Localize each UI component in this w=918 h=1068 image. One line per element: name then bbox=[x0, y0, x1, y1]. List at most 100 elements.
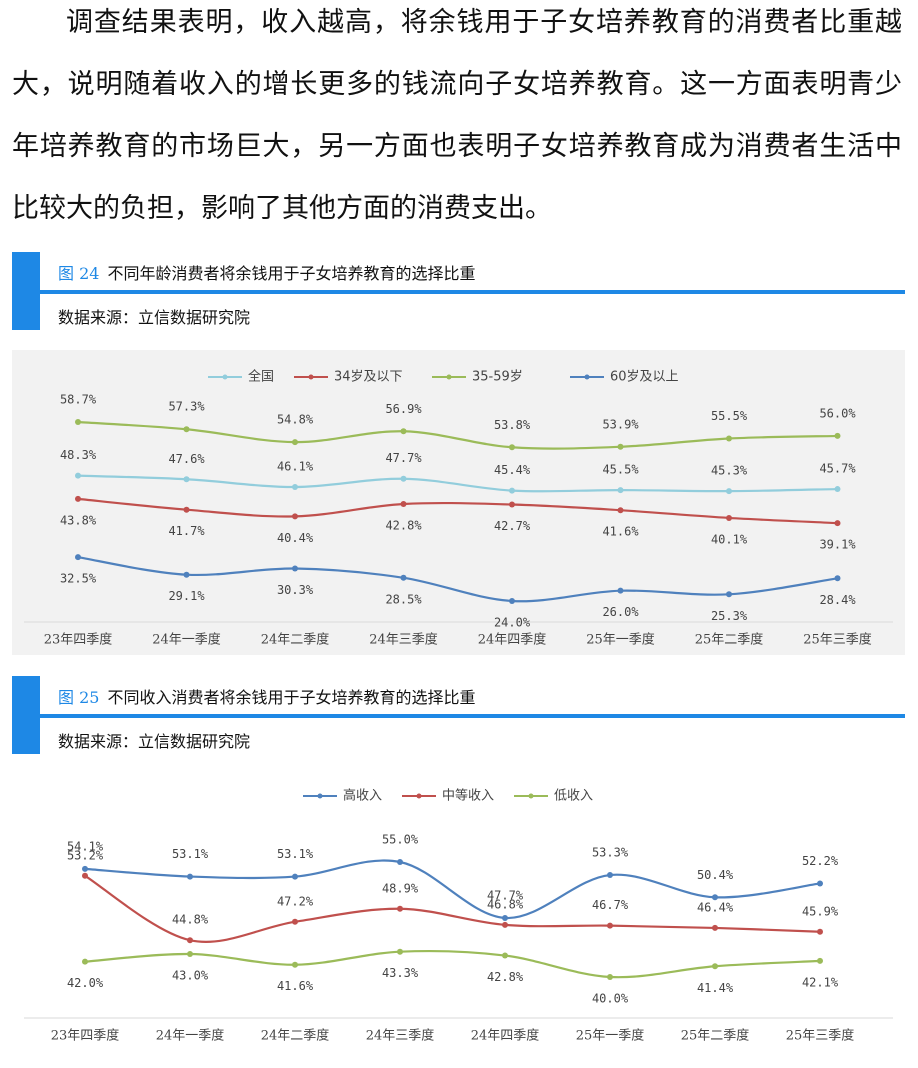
figure-title: 图 25 不同收入消费者将余钱用于子女培养教育的选择比重 bbox=[58, 684, 475, 708]
data-point bbox=[607, 922, 613, 929]
figure-title: 图 24 不同年龄消费者将余钱用于子女培养教育的选择比重 bbox=[58, 260, 475, 284]
data-label: 53.8% bbox=[494, 418, 531, 432]
data-point bbox=[397, 905, 403, 912]
data-point bbox=[502, 952, 508, 959]
x-tick-label: 24年二季度 bbox=[261, 1028, 330, 1044]
legend-label: 35-59岁 bbox=[472, 370, 523, 385]
data-point bbox=[183, 571, 190, 578]
legend-dot bbox=[446, 374, 452, 380]
data-label: 54.1% bbox=[67, 839, 104, 853]
data-point bbox=[712, 924, 718, 931]
data-point bbox=[509, 501, 515, 508]
data-label: 41.6% bbox=[277, 979, 314, 993]
data-label: 45.5% bbox=[602, 463, 639, 477]
series-line bbox=[77, 556, 838, 603]
chart: 全国 34岁及以下 35-59岁 60岁及以上 23年四季度 24年一季度 24年二季度 24… bbox=[12, 350, 905, 655]
data-label: 46.7% bbox=[592, 898, 629, 912]
data-point bbox=[82, 958, 88, 965]
data-label: 41.4% bbox=[697, 981, 734, 995]
data-point bbox=[617, 487, 624, 494]
data-point bbox=[607, 974, 613, 980]
figure-label: 图 25 bbox=[58, 688, 100, 707]
source: 数据来源：立信数据研究院 bbox=[58, 308, 251, 327]
data-label: 25.3% bbox=[711, 609, 748, 623]
legend-label: 低收入 bbox=[554, 789, 593, 804]
data-point bbox=[712, 894, 718, 901]
x-tick-label: 25年二季度 bbox=[695, 632, 764, 648]
data-point bbox=[726, 591, 732, 598]
data-point bbox=[607, 872, 613, 879]
data-label: 42.0% bbox=[67, 976, 104, 990]
data-label: 40.0% bbox=[592, 992, 629, 1006]
data-point bbox=[75, 554, 81, 561]
data-point bbox=[726, 435, 732, 442]
data-label: 47.6% bbox=[168, 452, 205, 466]
legend-dot bbox=[528, 793, 534, 799]
legend-dot bbox=[584, 374, 590, 380]
data-point bbox=[817, 928, 823, 935]
data-point bbox=[292, 513, 298, 520]
data-point bbox=[509, 487, 515, 494]
data-point bbox=[834, 575, 841, 582]
series-line bbox=[77, 420, 838, 450]
series-line bbox=[84, 859, 821, 920]
data-label: 30.3% bbox=[277, 583, 314, 597]
data-point bbox=[183, 426, 190, 433]
data-label: 28.4% bbox=[819, 593, 856, 607]
title: 不同年龄消费者将余钱用于子女培养教育的选择比重 bbox=[107, 264, 476, 283]
data-label: 45.4% bbox=[494, 463, 531, 477]
x-tick-label: 24年一季度 bbox=[152, 632, 221, 648]
legend-dot bbox=[308, 374, 314, 380]
x-tick-label: 24年三季度 bbox=[369, 632, 438, 648]
data-label: 44.8% bbox=[172, 913, 209, 927]
data-point bbox=[183, 506, 190, 513]
data-point bbox=[292, 873, 298, 880]
x-tick-label: 24年三季度 bbox=[366, 1028, 435, 1044]
x-tick-label: 25年三季度 bbox=[786, 1028, 855, 1044]
data-point bbox=[187, 873, 193, 880]
data-label: 26.0% bbox=[602, 605, 639, 619]
data-label: 55.0% bbox=[382, 833, 419, 847]
data-label: 42.1% bbox=[802, 975, 839, 989]
data-point bbox=[397, 859, 403, 865]
data-point bbox=[817, 957, 823, 964]
series-line bbox=[77, 497, 838, 525]
series-line bbox=[77, 474, 838, 493]
data-label: 53.2% bbox=[67, 848, 104, 862]
data-point bbox=[834, 486, 841, 493]
legend-dot bbox=[317, 793, 323, 799]
data-label: 43.8% bbox=[60, 513, 97, 527]
data-label: 53.1% bbox=[277, 847, 314, 861]
legend-label: 高收入 bbox=[343, 788, 382, 804]
legend-label: 中等收入 bbox=[442, 788, 494, 804]
figure-label: 图 24 bbox=[58, 264, 100, 283]
figure-header: 图 25 不同收入消费者将余钱用于子女培养教育的选择比重 数据来源：立信数据研究院 bbox=[12, 676, 905, 756]
x-tick-label: 23年四季度 bbox=[51, 1028, 120, 1044]
data-label: 53.3% bbox=[592, 846, 629, 860]
data-point bbox=[617, 443, 624, 450]
data-point bbox=[187, 937, 193, 944]
data-label: 32.5% bbox=[60, 572, 97, 586]
legend-label: 全国 bbox=[248, 369, 274, 385]
data-point bbox=[82, 865, 88, 872]
data-point bbox=[617, 507, 624, 514]
data-label: 48.9% bbox=[382, 881, 419, 895]
data-point bbox=[834, 520, 841, 527]
data-label: 45.7% bbox=[819, 462, 856, 476]
data-point bbox=[397, 948, 403, 955]
x-tick-label: 25年三季度 bbox=[803, 632, 872, 648]
series-line bbox=[84, 949, 821, 979]
data-point bbox=[292, 565, 298, 572]
data-point bbox=[75, 495, 81, 502]
data-point bbox=[509, 444, 515, 451]
data-label: 50.4% bbox=[697, 868, 734, 882]
data-point bbox=[400, 475, 407, 482]
data-label: 40.4% bbox=[277, 531, 314, 545]
data-point bbox=[400, 501, 407, 508]
data-label: 41.7% bbox=[168, 524, 205, 538]
data-label: 52.2% bbox=[802, 854, 839, 868]
data-point bbox=[187, 951, 193, 957]
figure-header: 图 24 不同年龄消费者将余钱用于子女培养教育的选择比重 数据来源：立信数据研究院 bbox=[12, 252, 905, 332]
data-point bbox=[726, 514, 732, 521]
